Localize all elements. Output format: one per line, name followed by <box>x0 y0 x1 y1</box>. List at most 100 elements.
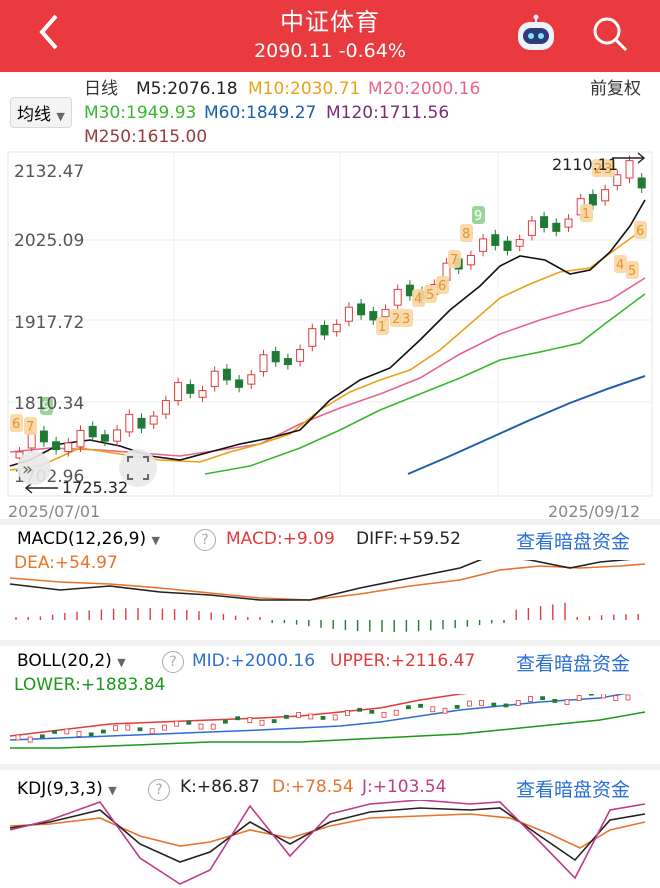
candle <box>503 236 512 256</box>
candle <box>125 409 134 437</box>
date-end: 2025/09/12 <box>548 502 641 521</box>
indicator-select[interactable]: 均线 ▼ <box>10 97 72 128</box>
low-arrow-icon <box>24 482 58 494</box>
boll-select[interactable]: BOLL(20,2) ▼ <box>10 648 133 674</box>
price-change: 2090.11 -0.64% <box>254 40 406 62</box>
boll-candle <box>576 695 582 701</box>
boll-candle <box>308 713 314 720</box>
sequence-badge: 2 <box>390 309 403 327</box>
candle <box>198 385 207 403</box>
boll-candle <box>174 720 180 727</box>
adjust-label[interactable]: 前复权 <box>590 79 641 99</box>
robot-assistant-icon[interactable] <box>514 14 558 54</box>
dark-pool-link[interactable]: 查看暗盘资金 <box>516 653 631 675</box>
fullscreen-icon[interactable] <box>119 449 157 487</box>
search-icon[interactable] <box>590 14 630 54</box>
ma5-label: M5:2076.18 <box>136 79 238 99</box>
boll-candle <box>381 711 387 718</box>
sequence-badge: 9 <box>472 206 485 224</box>
macd-value: MACD:+9.09 <box>226 529 335 549</box>
sequence-badge: 6 <box>634 221 647 239</box>
caret-down-icon: ▼ <box>108 784 117 797</box>
kdj-d: D:+78.54 <box>272 777 354 797</box>
svg-text:9: 9 <box>42 400 50 415</box>
boll-candle <box>552 699 558 703</box>
svg-text:6: 6 <box>12 417 20 432</box>
boll-candle <box>503 703 509 708</box>
y-label-1: 2132.47 <box>14 162 84 182</box>
help-icon[interactable]: ? <box>194 529 216 551</box>
sequence-badge: 1 <box>580 204 593 222</box>
candle <box>271 346 280 367</box>
dark-pool-link[interactable]: 查看暗盘资金 <box>516 531 631 553</box>
help-icon[interactable]: ? <box>148 779 170 801</box>
candle <box>296 344 305 367</box>
candle <box>332 319 341 337</box>
svg-text:»: » <box>22 459 33 480</box>
boll-upper-line <box>9 694 468 737</box>
ma60-label: M60:1849.27 <box>204 103 317 123</box>
dark-pool-link[interactable]: 查看暗盘资金 <box>516 779 631 801</box>
boll-candle <box>296 712 302 718</box>
boll-candle <box>491 702 497 707</box>
candle <box>393 284 402 311</box>
boll-candle <box>528 696 533 702</box>
boll-candle <box>466 700 472 707</box>
sequence-badge: 6 <box>10 414 23 432</box>
candle <box>76 425 85 452</box>
candle <box>564 214 573 233</box>
ma10-label: M10:2030.71 <box>248 79 361 99</box>
kdj-select[interactable]: KDJ(9,3,3) ▼ <box>10 776 124 802</box>
boll-candle <box>564 699 570 705</box>
boll-candle <box>161 724 167 731</box>
back-arrow-icon[interactable] <box>30 12 70 52</box>
candle <box>113 424 122 447</box>
candle <box>137 413 146 434</box>
svg-text:7: 7 <box>450 253 458 268</box>
diff-value: DIFF:+59.52 <box>356 529 461 549</box>
collapse-left-icon[interactable]: » <box>17 451 51 485</box>
boll-candle <box>101 729 106 734</box>
boll-candle <box>235 716 241 721</box>
svg-text:6: 6 <box>438 279 446 294</box>
macd-select[interactable]: MACD(12,26,9) ▼ <box>10 526 167 552</box>
candle <box>235 374 244 393</box>
y-label-3: 1917.72 <box>14 313 84 333</box>
boll-candle <box>540 696 545 701</box>
boll-candle <box>271 719 277 724</box>
help-icon[interactable]: ? <box>162 651 184 673</box>
boll-candle <box>454 704 460 709</box>
boll-upper: UPPER:+2116.47 <box>330 651 476 671</box>
boll-candle <box>613 695 619 702</box>
kdj-chart <box>9 800 646 885</box>
candle <box>527 215 536 241</box>
high-arrow-icon <box>612 152 646 164</box>
candle <box>100 429 109 447</box>
candle <box>308 323 317 352</box>
boll-candle <box>589 694 594 696</box>
boll-candle <box>88 732 94 737</box>
candle <box>552 218 561 237</box>
kdj-j: J:+103.54 <box>362 777 447 797</box>
divider <box>0 764 660 770</box>
boll-candle <box>283 714 289 719</box>
svg-text:1: 1 <box>378 320 386 335</box>
kdj-k: K:+86.87 <box>180 777 260 797</box>
sequence-badge: 9 <box>40 397 53 415</box>
svg-text:5: 5 <box>628 264 636 279</box>
svg-text:7: 7 <box>26 420 34 435</box>
svg-text:1: 1 <box>582 207 590 222</box>
sequence-badge: 7 <box>448 250 461 268</box>
boll-candle <box>320 716 326 720</box>
period-label[interactable]: 日线 <box>84 79 118 99</box>
kdj-d-line <box>9 813 646 849</box>
sequence-badge: 8 <box>460 224 473 242</box>
kdj-j-line <box>9 800 646 885</box>
candle <box>344 302 353 327</box>
ma5-line <box>9 199 646 467</box>
boll-candle <box>149 728 155 735</box>
candle <box>479 233 488 257</box>
candle <box>161 395 170 420</box>
boll-candle <box>137 727 143 732</box>
